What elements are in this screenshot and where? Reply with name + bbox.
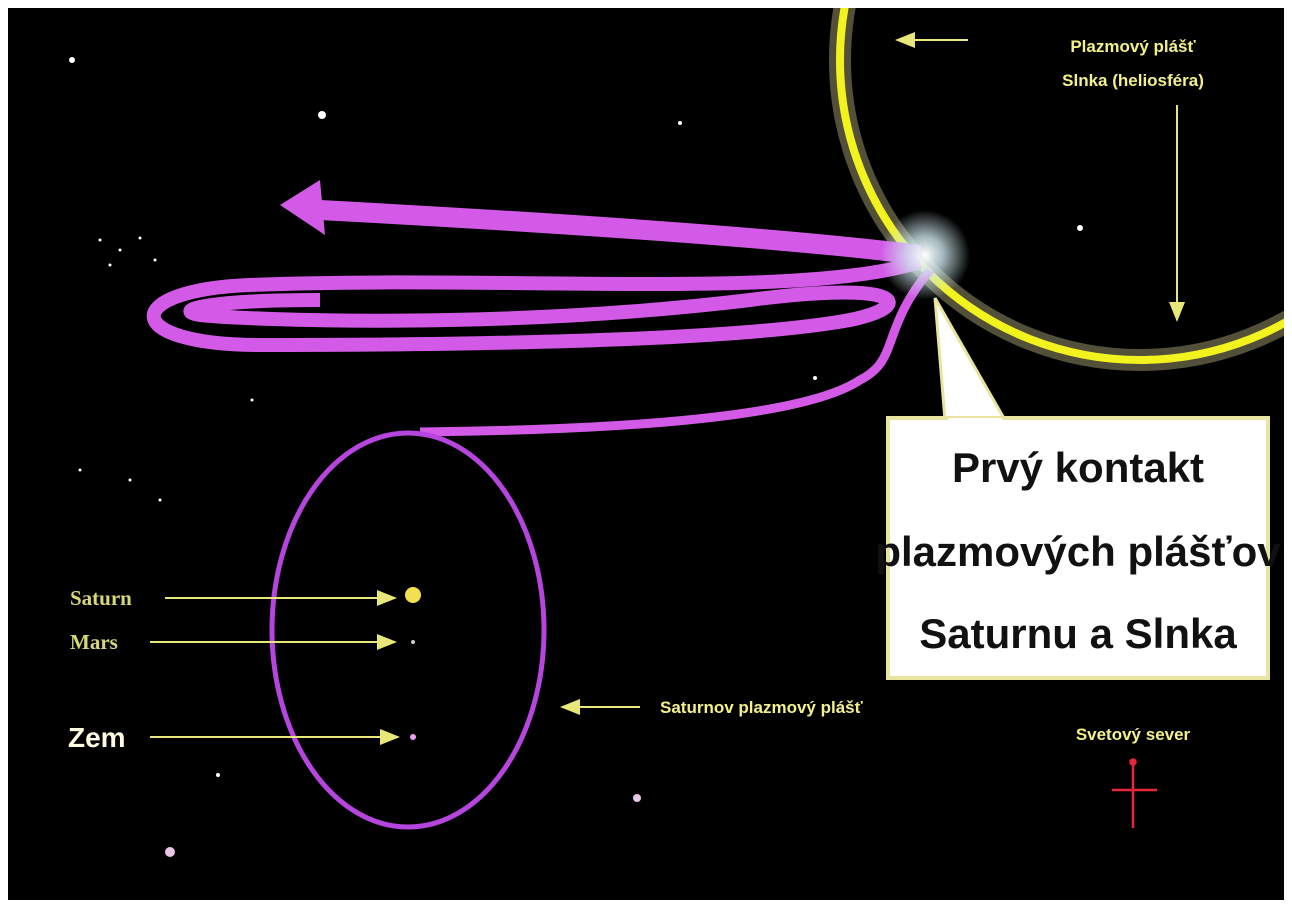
saturn-sheath-label: Saturnov plazmový plášť bbox=[660, 698, 864, 717]
contact-glow bbox=[880, 210, 970, 300]
callout-line: Saturnu a Slnka bbox=[919, 610, 1237, 657]
body-label: Zem bbox=[68, 722, 126, 753]
body-label: Mars bbox=[70, 630, 118, 654]
heliosphere-label: Slnka (heliosféra) bbox=[1062, 71, 1204, 90]
earth bbox=[410, 734, 416, 740]
page: Prvý kontakt plazmových plášťov Saturnu … bbox=[0, 0, 1292, 908]
north-label: Svetový sever bbox=[1076, 725, 1191, 744]
mars bbox=[411, 640, 415, 644]
heliosphere-label: Plazmový plášť bbox=[1070, 37, 1196, 56]
diagram: Prvý kontakt plazmových plášťov Saturnu … bbox=[0, 0, 1292, 908]
callout-line: Prvý kontakt bbox=[952, 444, 1204, 491]
callout-line: plazmových plášťov bbox=[875, 528, 1281, 575]
saturn bbox=[405, 587, 421, 603]
body-label: Saturn bbox=[70, 586, 132, 610]
